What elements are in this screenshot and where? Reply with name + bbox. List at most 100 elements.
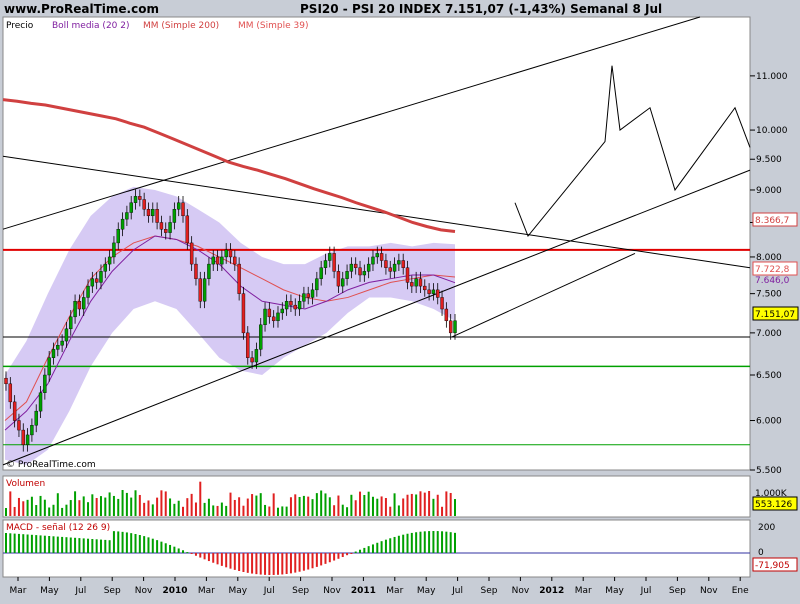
candle-body [155,209,159,223]
candle-body [310,289,315,298]
volume-bar [22,501,25,516]
volume-bar [82,496,85,516]
macd-tag-last: -71,905 [752,557,798,572]
price-tag-boll-mid: 7.646,0 [755,276,790,286]
candle-body [332,253,336,272]
macd-bar [359,549,362,553]
candle-body [302,293,306,302]
candle-body [99,271,103,283]
candle-body [220,256,224,265]
candle-body [120,218,125,230]
candle-body [69,316,73,330]
svg-text:8.366,7: 8.366,7 [755,216,789,226]
candle-body [17,420,21,431]
macd-axis-top: 200 [758,523,775,533]
candle-body [250,357,254,363]
candle-body [280,308,285,314]
volume-bar [229,492,232,516]
volume-bar [268,506,271,516]
volume-label: Volumen [6,479,45,489]
volume-bar [203,502,206,516]
volume-bar [376,498,379,516]
candle-body [211,256,215,265]
volume-bar [341,504,344,516]
price-tag-ma39: 7.722,8 [752,261,798,276]
macd-bar [225,553,228,568]
volume-bar [147,500,150,516]
macd-bar [384,539,387,553]
candle-body [30,425,34,436]
volume-bar [212,505,215,516]
candle-body [56,344,60,350]
candle-body [276,312,280,322]
candle-body [453,320,457,334]
volume-bar [380,496,383,516]
volume-bar [194,502,197,516]
volume-bar [311,499,314,516]
macd-bar [389,538,392,553]
macd-bar [130,533,133,553]
svg-text:-71,905: -71,905 [755,561,790,571]
volume-bar [160,490,163,516]
macd-bar [199,553,202,558]
projection-zigzag [514,65,751,237]
macd-bar [428,531,431,553]
macd-bar [138,534,141,553]
macd-bar [315,553,318,567]
macd-bar [393,536,396,553]
macd-bar [415,532,418,553]
candle-body [21,429,25,445]
volume-bar [324,493,327,516]
macd-bar [406,533,409,553]
volume-bar [65,504,68,516]
macd-bar [156,540,159,553]
candle-body [164,229,168,233]
x-tick-label: Sep [292,586,309,596]
volume-bar [186,498,189,516]
volume-bar [410,493,413,516]
candle-body [172,209,177,223]
macd-bar [82,538,85,553]
time-x-axis: Mar May Jul Sep Nov 2010 Mar May Jul Sep Nov 2011 Ma… [10,577,749,596]
candle-body [405,267,410,283]
volume-bar [406,494,409,516]
volume-bar [354,500,357,516]
volume-bar [173,503,176,516]
x-tick-label: Sep [104,586,121,596]
macd-bar [255,553,258,575]
macd-bar [26,534,29,553]
volume-bar [337,495,340,516]
candle-body [38,392,43,412]
macd-bar [5,533,7,553]
candle-body [384,260,388,268]
volume-tag-last: 553.126 [752,496,798,511]
candle-body [297,301,302,310]
macd-bar [22,534,25,553]
bollinger-band [5,186,455,465]
price-tag-ma200: 8.366,7 [752,212,798,227]
macd-bar [363,547,366,553]
x-tick-label: Jul [640,586,652,596]
x-tick-label: Ene [732,586,749,596]
volume-bar [397,505,400,516]
volume-bar [251,494,254,516]
candle-body [392,263,397,272]
candle-body [159,222,164,230]
legend-ma39: MM (Simple 39) [238,21,308,31]
candle-body [336,271,341,287]
candle-body [47,357,51,376]
macd-bar [74,537,77,553]
candle-body [410,282,414,287]
macd-bar [173,546,176,553]
macd-bar [95,539,98,553]
candle-body [112,242,116,258]
legend-ma200: MM (Simple 200) [143,21,219,31]
candle-body [185,215,190,244]
candle-body [315,278,319,291]
y-tick-label: 7.000 [756,329,782,339]
candle-body [202,278,207,302]
macd-bar [143,536,146,553]
x-tick-label: Mar [575,586,592,596]
volume-bar [423,492,426,516]
